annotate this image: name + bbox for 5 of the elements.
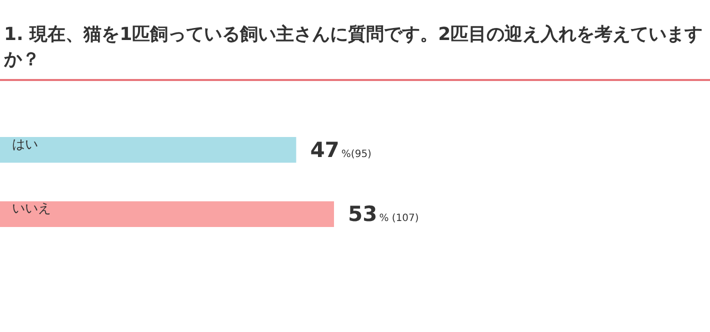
- data-label: 53% (107): [348, 202, 419, 226]
- chart-title: 1. 現在、猫を1匹飼っている飼い主さんに質問です。2匹目の迎え入れを考えていますか？: [3, 24, 703, 70]
- y-tick-label: はい: [12, 137, 38, 152]
- data-label: 47%(95): [310, 138, 372, 162]
- y-tick-label: いいえ: [12, 202, 51, 217]
